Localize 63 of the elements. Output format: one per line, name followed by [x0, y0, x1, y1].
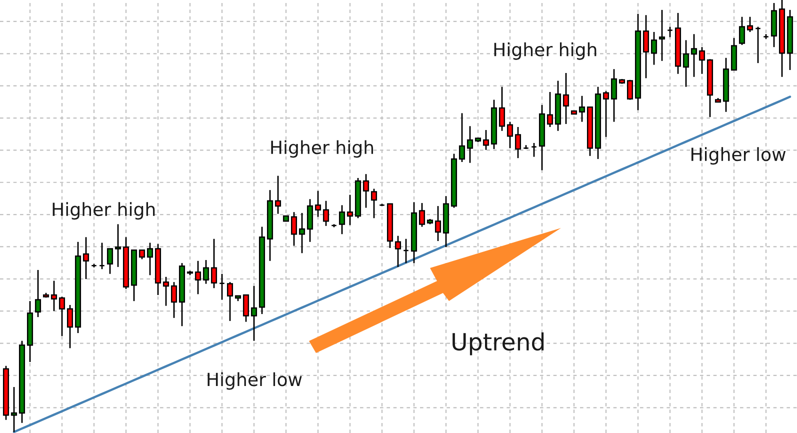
candlestick [322, 200, 330, 227]
candlestick [610, 68, 618, 123]
candlestick [114, 223, 122, 268]
annotation: Higher high [271, 140, 374, 158]
candlestick [162, 276, 170, 307]
annotation: Higher low [691, 147, 786, 165]
candlestick [306, 198, 314, 243]
candlestick [274, 175, 282, 215]
candlestick [482, 129, 490, 151]
candlestick [690, 33, 698, 78]
candlestick [434, 205, 442, 242]
candlestick [658, 9, 666, 62]
candlestick [578, 95, 586, 123]
candlestick [514, 126, 522, 159]
candlestick [50, 280, 58, 312]
candlestick [242, 294, 250, 323]
candlestick [218, 273, 226, 300]
candlestick [506, 121, 514, 149]
candlestick [298, 212, 306, 254]
candlestick [562, 72, 570, 125]
candlestick [138, 249, 146, 260]
candlestick [338, 204, 346, 235]
candlestick [314, 190, 322, 218]
candlestick [402, 238, 410, 264]
candlestick [602, 90, 610, 138]
candlestick [34, 269, 42, 318]
candlestick [498, 86, 506, 132]
candlestick [82, 236, 90, 280]
candlestick [394, 235, 402, 268]
annotation: Higher low [208, 372, 302, 390]
candlestick [738, 16, 746, 46]
candlestick [642, 14, 650, 79]
annotation: Higher high [52, 202, 155, 220]
annotation: Uptrend [452, 332, 544, 356]
candlestick [106, 248, 114, 275]
candlestick [650, 31, 658, 66]
candlestick [146, 242, 154, 276]
annotation: Higher high [494, 42, 596, 60]
candlestick [466, 125, 474, 164]
candlestick [458, 112, 466, 163]
candlestick [290, 211, 298, 246]
candlestick [666, 26, 674, 38]
candlestick [370, 188, 378, 219]
candlestick [626, 79, 634, 100]
candlestick [202, 259, 210, 284]
candlestick [58, 296, 66, 337]
candlestick [170, 281, 178, 319]
candlestick [530, 142, 538, 158]
candlestick [98, 242, 106, 270]
candlestick [362, 173, 370, 208]
candlestick [754, 26, 762, 64]
candlestick [682, 39, 690, 88]
candlestick [698, 46, 706, 75]
candlestick [10, 386, 18, 433]
candlestick [194, 260, 202, 295]
candlestick [746, 16, 754, 33]
candlestick [546, 91, 554, 128]
candlestick [250, 285, 258, 342]
candlestick [66, 304, 74, 349]
candlestick [226, 281, 234, 322]
candlestick [346, 194, 354, 226]
candlestick [418, 202, 426, 228]
candlestick [210, 238, 218, 289]
